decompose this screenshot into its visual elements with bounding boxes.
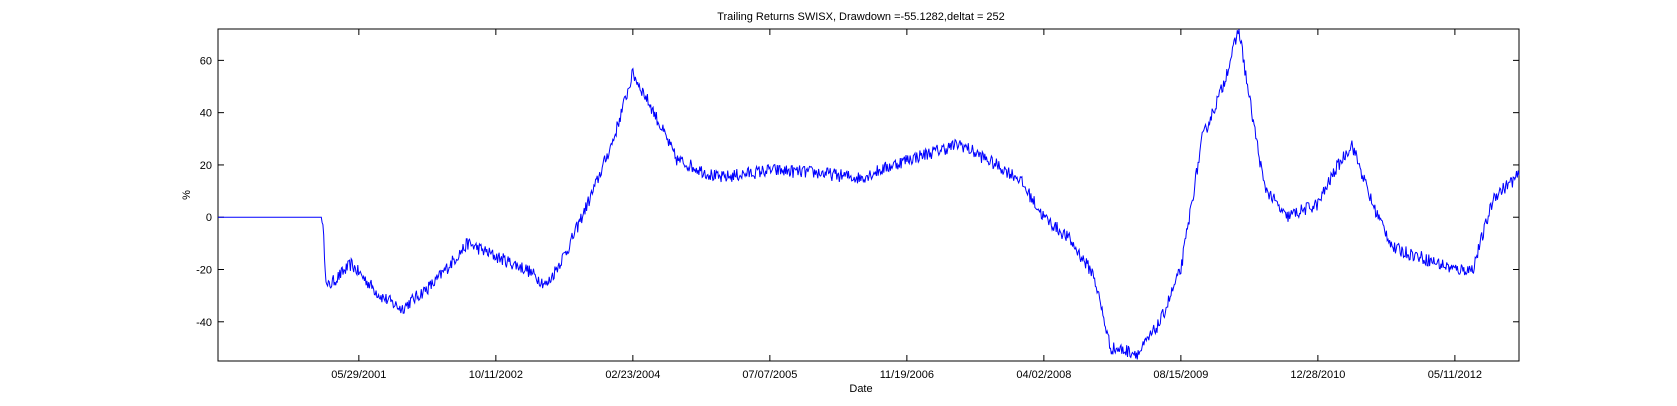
y-tick-label: 20	[200, 160, 212, 172]
x-tick-label: 07/07/2005	[742, 369, 797, 381]
y-tick-label: -40	[196, 317, 212, 329]
x-tick-label: 05/11/2012	[1428, 369, 1482, 381]
y-axis-label: %	[181, 190, 193, 200]
series-group	[218, 29, 1520, 360]
y-tick-label: 60	[200, 55, 212, 67]
y-tick-label: 0	[206, 212, 212, 224]
x-tick-label: 10/11/2002	[469, 369, 523, 381]
x-ticks: 05/29/2001 10/11/2002 02/23/2004 07/07/2005…	[331, 29, 1482, 381]
y-tick-label: -20	[196, 265, 212, 277]
y-tick-label: 40	[200, 108, 212, 120]
plot-area	[217, 28, 1520, 362]
chart-title: Trailing Returns SWISX, Drawdown =-55.12…	[717, 11, 1005, 23]
x-tick-label: 08/15/2009	[1153, 369, 1208, 381]
x-tick-label: 12/28/2010	[1290, 369, 1345, 381]
series-line	[218, 29, 1520, 360]
x-tick-label: 05/29/2001	[331, 369, 386, 381]
x-tick-label: 11/19/2006	[880, 369, 934, 381]
x-tick-label: 02/23/2004	[605, 369, 660, 381]
x-tick-label: 04/02/2008	[1016, 369, 1071, 381]
y-ticks: -40 -20 0 20 40 60	[196, 55, 1519, 329]
x-axis-label: Date	[849, 383, 872, 395]
